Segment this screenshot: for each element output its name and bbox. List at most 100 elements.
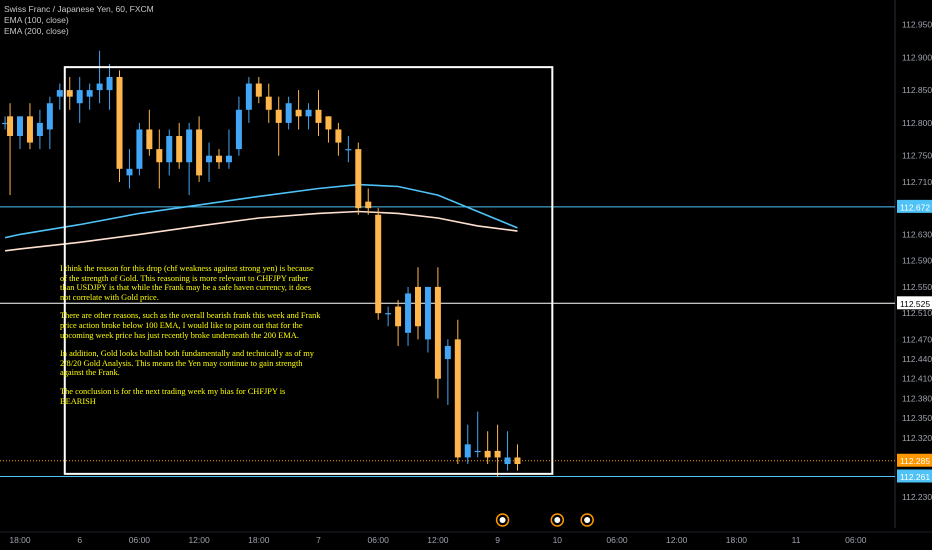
- price-tick-label: 112.550: [902, 282, 932, 292]
- event-marker-dot: [554, 517, 561, 523]
- price-label: 112.525: [900, 299, 930, 309]
- candle-up: [474, 450, 481, 453]
- time-tick-label: 9: [495, 535, 500, 545]
- price-tick-label: 112.380: [902, 393, 932, 403]
- candle-up: [36, 122, 43, 137]
- candle-down: [216, 155, 222, 163]
- time-tick-label: 10: [553, 535, 563, 545]
- candle-up: [136, 129, 143, 169]
- candle-down: [116, 76, 123, 169]
- price-tick-label: 112.800: [902, 118, 932, 128]
- candle-up: [186, 129, 193, 163]
- candle-down: [146, 129, 153, 150]
- time-tick-label: 18:00: [248, 535, 270, 545]
- candle-down: [454, 339, 461, 458]
- event-marker-dot: [499, 517, 506, 523]
- candle-up: [17, 116, 23, 137]
- candle-down: [375, 214, 382, 314]
- ema100-legend[interactable]: EMA (100, close): [4, 15, 69, 25]
- price-axis[interactable]: 112.950 112.900 112.850 112.800 112.750 112.7…: [897, 20, 932, 502]
- price-tick-label: 112.410: [902, 374, 932, 384]
- time-tick-label: 18:00: [9, 535, 31, 545]
- price-tick-label: 112.350: [902, 413, 932, 423]
- time-tick-label: 11: [792, 535, 801, 545]
- price-label-badge[interactable]: [897, 199, 932, 213]
- candle-down: [66, 90, 73, 97]
- time-tick-label: 06:00: [606, 535, 628, 545]
- candle-up: [56, 90, 63, 97]
- time-tick-label: 12:00: [666, 535, 688, 545]
- price-tick-label: 112.320: [902, 433, 932, 443]
- candle-down: [196, 129, 203, 176]
- candle-down: [176, 136, 183, 163]
- candle-down: [365, 201, 372, 209]
- candle-up: [405, 293, 412, 333]
- candle-up: [424, 286, 431, 340]
- price-label: 112.261: [900, 472, 930, 482]
- candle-up: [206, 155, 213, 163]
- note-paragraph: In addition, Gold looks bullish both fun…: [60, 349, 314, 378]
- time-tick-label: 06:00: [845, 535, 867, 545]
- candle-down: [255, 83, 262, 97]
- candle-up: [245, 83, 252, 110]
- candle-down: [325, 116, 332, 130]
- horizontal-levels[interactable]: [0, 206, 895, 477]
- candle-up: [86, 90, 93, 97]
- note-paragraph: There are other reasons, such as the ove…: [60, 311, 321, 340]
- ema200-line: [4, 210, 518, 252]
- text-annotation[interactable]: I think the reason for this drop (chf we…: [60, 264, 322, 415]
- candle-down: [315, 109, 322, 123]
- price-label-badge[interactable]: [897, 296, 932, 310]
- candle-down: [275, 109, 282, 123]
- candle-down: [434, 286, 441, 379]
- price-tick-label: 112.470: [902, 334, 932, 344]
- candle-up: [305, 109, 312, 117]
- candle-down: [265, 96, 272, 110]
- price-tick-label: 112.630: [902, 229, 932, 239]
- price-tick-label: 112.590: [902, 256, 932, 266]
- candle-up: [385, 313, 392, 315]
- candle-up: [76, 90, 83, 104]
- chart-legend: Swiss Franc / Japanese Yen, 60, FXCM EMA…: [4, 4, 154, 37]
- time-tick-label: 06:00: [368, 535, 390, 545]
- price-tick-label: 112.950: [902, 20, 932, 30]
- ema200-legend[interactable]: EMA (200, close): [4, 26, 69, 36]
- candle-down: [494, 450, 501, 458]
- candle-up: [464, 444, 471, 458]
- price-label-badge[interactable]: [897, 469, 932, 483]
- candle-up: [96, 83, 103, 91]
- candle-down: [484, 450, 491, 458]
- ema100-line: [4, 183, 518, 239]
- candle-up: [504, 457, 511, 465]
- price-tick-label: 112.510: [902, 308, 932, 318]
- candle-up: [235, 109, 242, 150]
- candle-down: [295, 109, 302, 117]
- time-axis[interactable]: 18:00 6 06:00 12:00 18:00 7 06:00 12:00 9 10 06:00…: [9, 535, 866, 545]
- time-tick-label: 06:00: [129, 535, 151, 545]
- price-tick-label: 112.230: [902, 492, 932, 502]
- candle-up: [126, 168, 133, 176]
- symbol-title[interactable]: Swiss Franc / Japanese Yen, 60, FXCM: [4, 4, 154, 14]
- candle-down: [514, 457, 521, 465]
- note-paragraph: I think the reason for this drop (chf we…: [60, 264, 314, 302]
- event-markers[interactable]: [495, 513, 594, 527]
- price-label: 112.672: [900, 202, 930, 212]
- note-paragraph: The conclusion is for the next trading w…: [60, 386, 286, 406]
- candle-up: [285, 103, 292, 123]
- grid: [0, 0, 932, 533]
- price-tick-label: 112.710: [902, 177, 932, 187]
- candle-up: [106, 76, 113, 91]
- price-label: 112.285: [900, 456, 930, 466]
- time-tick-label: 6: [77, 535, 82, 545]
- time-tick-label: 18:00: [726, 535, 748, 545]
- annotation-box[interactable]: [63, 66, 554, 475]
- candle-up: [225, 155, 232, 163]
- event-marker-dot: [584, 517, 591, 523]
- time-tick-label: 12:00: [188, 535, 210, 545]
- rectangle-drawing[interactable]: [63, 66, 554, 475]
- price-label-badge[interactable]: [897, 453, 932, 467]
- time-tick-label: 7: [316, 535, 321, 545]
- candle-down: [395, 306, 402, 327]
- ema-lines: [4, 183, 518, 252]
